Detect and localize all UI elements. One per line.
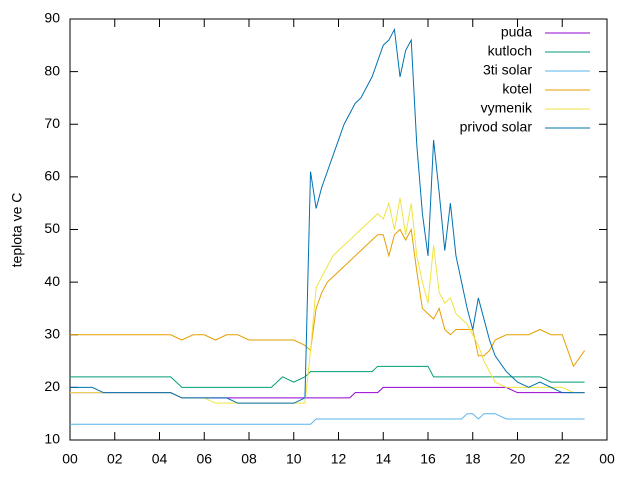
x-tick-label: 00 [62,451,78,467]
x-tick-label: 04 [152,451,168,467]
y-tick-label: 40 [44,273,60,289]
legend-label: puda [501,24,532,40]
y-tick-label: 70 [44,115,60,131]
y-tick-label: 80 [44,62,60,78]
y-axis-label: teplota ve C [9,193,25,268]
x-tick-label: 22 [554,451,570,467]
legend-label: kutloch [488,43,532,59]
x-tick-label: 18 [465,451,481,467]
y-tick-label: 10 [44,431,60,447]
legend-label: 3ti solar [483,62,532,78]
y-tick-label: 90 [44,10,60,26]
x-tick-label: 06 [196,451,212,467]
legend-label: kotel [502,81,532,97]
x-tick-label: 14 [375,451,391,467]
x-tick-label: 02 [107,451,123,467]
y-tick-label: 20 [44,378,60,394]
x-tick-label: 12 [331,451,347,467]
y-tick-label: 50 [44,220,60,236]
y-tick-label: 60 [44,168,60,184]
series-line [70,413,585,425]
series-line [70,27,585,404]
x-tick-label: 16 [420,451,436,467]
legend-label: vymenik [481,100,533,116]
series-line [70,365,585,388]
x-tick-label: 08 [241,451,257,467]
x-tick-label: 00 [599,451,615,467]
x-tick-label: 10 [286,451,302,467]
x-tick-label: 20 [510,451,526,467]
legend-label: privod solar [460,119,533,135]
y-tick-label: 30 [44,325,60,341]
series-line [70,227,586,368]
